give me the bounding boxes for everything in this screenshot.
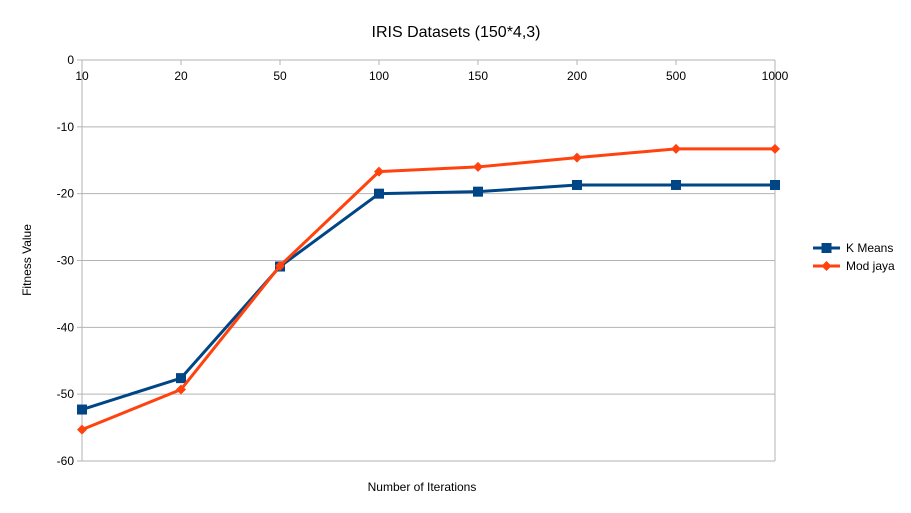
series-group bbox=[77, 143, 780, 435]
square-marker bbox=[770, 179, 780, 190]
legend-item: K Means bbox=[813, 241, 893, 255]
square-marker bbox=[473, 186, 483, 197]
y-tick-label: -60 bbox=[57, 454, 75, 468]
square-marker bbox=[374, 188, 384, 199]
series-k-means bbox=[77, 179, 780, 415]
square-marker bbox=[176, 373, 186, 384]
grid-lines bbox=[77, 59, 775, 462]
y-tick-label: 0 bbox=[67, 53, 74, 67]
square-marker bbox=[821, 243, 832, 253]
y-tick-labels: 0 -10 -20 -30 -40 -50 -60 bbox=[57, 53, 75, 468]
diamond-marker bbox=[176, 384, 186, 395]
x-tick-label: 500 bbox=[666, 69, 686, 83]
y-tick-label: -10 bbox=[57, 120, 75, 134]
legend-label: Mod jaya bbox=[846, 259, 895, 273]
series-line bbox=[81, 147, 775, 431]
series-mod-jaya bbox=[77, 143, 780, 435]
x-axis-label: Number of Iterations bbox=[368, 480, 477, 494]
x-tick-label: 10 bbox=[75, 69, 89, 83]
y-tick-label: -30 bbox=[57, 254, 75, 268]
x-tick-label: 50 bbox=[273, 69, 287, 83]
square-marker bbox=[77, 404, 87, 415]
diamond-marker bbox=[473, 161, 483, 172]
chart-title: IRIS Datasets (150*4,3) bbox=[372, 24, 541, 41]
diamond-marker bbox=[275, 260, 285, 271]
legend-label: K Means bbox=[846, 241, 893, 255]
diamond-marker bbox=[770, 143, 780, 154]
diamond-marker bbox=[572, 152, 582, 163]
legend-item: Mod jaya bbox=[813, 259, 895, 273]
y-tick-label: -40 bbox=[57, 320, 75, 334]
x-tick-label: 100 bbox=[369, 69, 389, 83]
x-tick-labels: 10 20 50 100 150 200 500 1000 bbox=[75, 69, 788, 83]
x-tick-label: 20 bbox=[174, 69, 188, 83]
diamond-marker bbox=[77, 424, 87, 435]
y-tick-label: -20 bbox=[57, 187, 75, 201]
x-tick-label: 200 bbox=[567, 69, 587, 83]
series-line bbox=[81, 183, 775, 411]
y-tick-label: -50 bbox=[57, 387, 75, 401]
x-tick-label: 1000 bbox=[762, 69, 789, 83]
diamond-marker bbox=[374, 166, 384, 177]
square-marker bbox=[671, 179, 681, 190]
y-axis-label: Fitness Value bbox=[20, 224, 34, 296]
axes bbox=[81, 59, 776, 461]
diamond-marker bbox=[821, 261, 832, 271]
x-tick-label: 150 bbox=[468, 69, 488, 83]
legend: K Means Mod jaya bbox=[813, 241, 895, 273]
diamond-marker bbox=[671, 143, 681, 154]
square-marker bbox=[572, 179, 582, 190]
